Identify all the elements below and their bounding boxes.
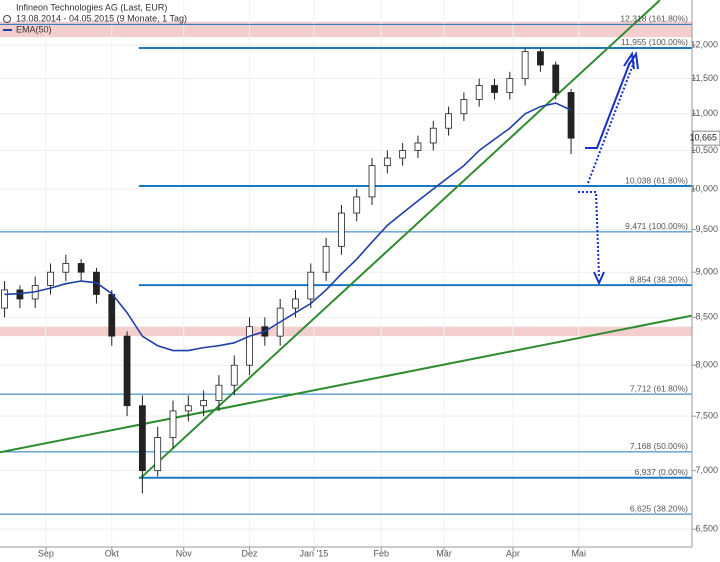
y-tick-label: 9,000 bbox=[695, 267, 718, 277]
trendline bbox=[0, 314, 692, 454]
candle-body bbox=[123, 335, 131, 407]
candle-body bbox=[62, 263, 70, 273]
clock-icon bbox=[3, 15, 11, 23]
candle-body bbox=[184, 405, 192, 412]
plot-area bbox=[0, 0, 692, 547]
zone bbox=[0, 21, 692, 38]
arrow-head bbox=[623, 51, 635, 70]
candle-body bbox=[169, 410, 177, 438]
arrow-head bbox=[593, 271, 605, 286]
x-tick-label: Okt bbox=[105, 548, 120, 558]
x-tick-label: Mai bbox=[571, 548, 586, 558]
candle-body bbox=[77, 263, 85, 273]
level-label: 7,712 (61.80%) bbox=[630, 383, 688, 393]
candle-body bbox=[368, 165, 376, 198]
arrow-down-dotted bbox=[578, 191, 600, 277]
level-label: 9,471 (100.00%) bbox=[625, 221, 688, 231]
annotation-arrows bbox=[578, 51, 639, 286]
candle-body bbox=[429, 127, 437, 144]
chart-title: Infineon Technologies AG (Last, EUR) bbox=[16, 2, 167, 12]
x-tick-label: Feb bbox=[373, 548, 389, 558]
candle-body bbox=[537, 51, 544, 66]
y-tick-label: 7,500 bbox=[695, 411, 718, 421]
candle-body bbox=[414, 142, 422, 151]
level-label: 10,038 (61.80%) bbox=[625, 175, 688, 185]
candle-body bbox=[567, 92, 575, 139]
arrow-up-dotted bbox=[587, 61, 635, 184]
y-tick-label: 10,000 bbox=[690, 183, 718, 193]
candle-body bbox=[491, 85, 498, 93]
x-tick-label: Jan '15 bbox=[299, 548, 328, 558]
y-tick-label: 8,500 bbox=[695, 312, 718, 322]
x-tick-label: Mär bbox=[436, 548, 452, 558]
level-label: 7,168 (50.00%) bbox=[630, 441, 688, 451]
y-tick-label: 12,000 bbox=[690, 39, 718, 49]
level-label: 11,955 (100.00%) bbox=[621, 37, 688, 47]
y-tick-label: 11,000 bbox=[691, 108, 718, 118]
candle-body bbox=[1, 289, 8, 309]
candle-body bbox=[521, 51, 529, 80]
level-label: 8,854 (38.20%) bbox=[630, 274, 688, 284]
candle-body bbox=[215, 384, 223, 401]
y-tick-label: 11,500 bbox=[691, 73, 718, 83]
candle-body bbox=[47, 271, 54, 286]
candle-body bbox=[399, 150, 407, 159]
x-tick-label: Apr bbox=[506, 548, 520, 558]
candle-body bbox=[445, 113, 452, 129]
candle-body bbox=[307, 271, 315, 300]
x-tick-label: Dez bbox=[242, 548, 259, 558]
zone bbox=[0, 326, 692, 337]
candle-body bbox=[138, 405, 146, 472]
arrow-head bbox=[627, 51, 639, 70]
level-label: 12,318 (161.80%) bbox=[620, 14, 688, 24]
candle-body bbox=[383, 157, 391, 167]
candle-body bbox=[322, 245, 330, 273]
level-label: 6,937 (0.00%) bbox=[635, 467, 689, 477]
candle-body bbox=[200, 400, 208, 407]
y-tick-label: 7,000 bbox=[695, 465, 718, 475]
x-tick-label: Sep bbox=[38, 548, 54, 558]
legend-label[interactable]: EMA(50) bbox=[16, 24, 52, 34]
candle-body bbox=[154, 437, 162, 472]
last-value-box bbox=[692, 130, 720, 146]
candle-body bbox=[475, 85, 483, 100]
y-tick-label: 8,000 bbox=[695, 360, 718, 370]
candle-body bbox=[460, 99, 468, 115]
x-tick-label: Nov bbox=[176, 548, 193, 558]
y-tick-label: 6,500 bbox=[695, 524, 718, 534]
candle-body bbox=[246, 326, 253, 366]
candle-body bbox=[108, 294, 116, 337]
trendline bbox=[140, 0, 661, 479]
candle-body bbox=[338, 212, 345, 247]
level-label: 6,625 (38.20%) bbox=[630, 503, 688, 513]
chart-subtitle: 13.08.2014 - 04.05.2015 (9 Monate, 1 Tag… bbox=[16, 13, 187, 23]
last-value-label: 10,665 bbox=[689, 133, 717, 143]
y-tick-label: 10,500 bbox=[690, 145, 718, 155]
candle-body bbox=[506, 78, 514, 93]
ema-line bbox=[4, 102, 572, 352]
y-tick-label: 9,500 bbox=[695, 224, 718, 234]
candle-body bbox=[230, 364, 238, 386]
candle-body bbox=[292, 298, 299, 309]
arrow-up-solid bbox=[585, 61, 631, 149]
candle-body bbox=[552, 64, 560, 93]
candle-body bbox=[353, 196, 361, 214]
